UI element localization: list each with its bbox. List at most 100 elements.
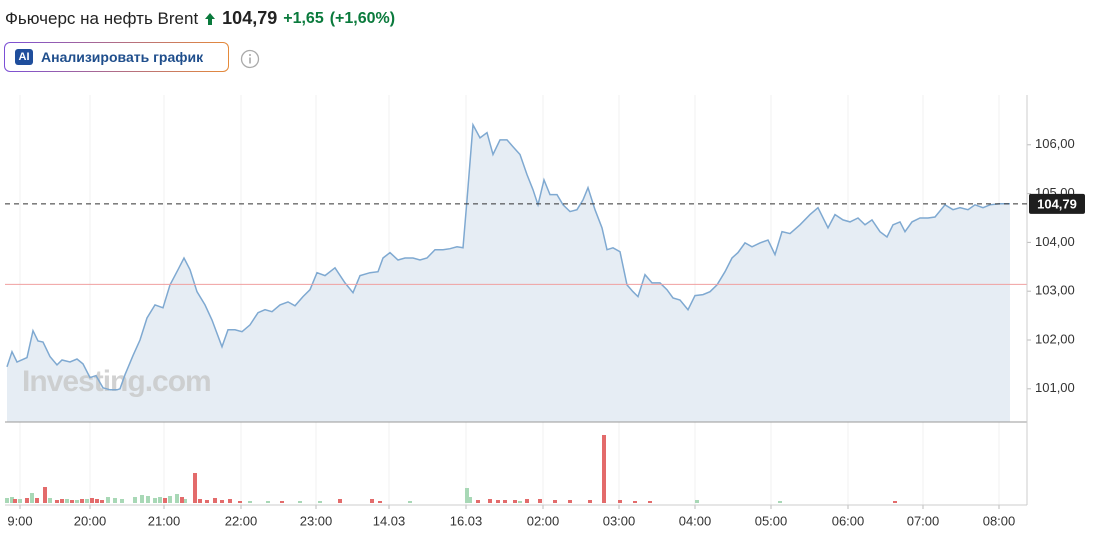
price-line (6, 122, 1010, 391)
volume-bar (618, 500, 622, 503)
volume-bar (60, 499, 64, 503)
volume-bar (198, 499, 202, 503)
volume-bar (228, 499, 232, 503)
analyze-button[interactable]: AI Анализировать график (4, 42, 229, 72)
volume-bar (90, 498, 94, 503)
volume-bar (496, 500, 500, 503)
volume-bar (476, 500, 480, 503)
x-tick-label: 04:00 (679, 513, 712, 528)
volume-bar (553, 500, 557, 503)
volume-bar (146, 496, 150, 503)
volume-bar (35, 498, 39, 503)
volume-bar (180, 497, 184, 503)
volume-bar (518, 501, 522, 503)
volume-bar (266, 501, 270, 503)
volume-bar (298, 501, 302, 503)
volume-bar (465, 488, 469, 503)
x-tick-label: 07:00 (907, 513, 940, 528)
button-label: Анализировать график (41, 49, 204, 65)
volume-bar (75, 500, 79, 503)
volume-bar (408, 501, 412, 503)
volume-bar (280, 501, 284, 503)
volume-bar (30, 493, 34, 503)
y-tick-label: 101,00 (1035, 380, 1075, 395)
last-price-label: 104,79 (1037, 196, 1077, 211)
volume-bar (648, 501, 652, 503)
volume-bar (85, 499, 89, 503)
volume-bar (133, 497, 137, 503)
volume-bar (140, 495, 144, 503)
change-percent: (+1,60%) (329, 9, 396, 27)
volume-bar (158, 497, 162, 503)
volume-bar (175, 494, 179, 503)
volume-bar (588, 500, 592, 503)
x-tick-label: 23:00 (300, 513, 333, 528)
volume-bar (13, 499, 17, 503)
x-tick-label: 16.03 (450, 513, 483, 528)
volume-bar (95, 499, 99, 503)
instrument-title: Фьючерс на нефть Brent (5, 8, 199, 28)
volume-bar (513, 500, 517, 503)
volume-bar (525, 499, 529, 503)
y-tick-label: 103,00 (1035, 283, 1075, 298)
volume-bar (778, 501, 782, 503)
change: +1,65 (283, 9, 324, 27)
info-icon[interactable] (240, 49, 260, 69)
price: 104,79 (222, 8, 278, 28)
x-tick-label: 03:00 (603, 513, 636, 528)
x-tick-label: 22:00 (225, 513, 258, 528)
volume-bar (153, 498, 157, 503)
x-tick-label: 9:00 (7, 513, 32, 528)
last-price-box (1029, 193, 1085, 214)
volume-bar (488, 499, 492, 503)
volume-bar (318, 501, 322, 503)
volume-bar (378, 501, 382, 503)
volume-bar (213, 498, 217, 503)
volume-bar (220, 500, 224, 503)
volume-bar (370, 499, 374, 503)
volume-bar (70, 500, 74, 503)
x-tick-label: 06:00 (832, 513, 865, 528)
x-tick-label: 08:00 (983, 513, 1016, 528)
volume-bar (695, 500, 699, 503)
volume-bar (163, 498, 167, 503)
x-tick-label: 14.03 (373, 513, 406, 528)
volume-bar (893, 501, 897, 503)
volume-bar (168, 496, 172, 503)
volume-bar (338, 499, 342, 503)
volume-bar (248, 501, 252, 503)
volume-bar (633, 501, 637, 503)
volume-bar (48, 498, 52, 503)
volume-bar (205, 500, 209, 503)
volume-bar (106, 497, 110, 503)
volume-bar (25, 498, 29, 503)
y-tick-label: 104,00 (1035, 234, 1075, 249)
up-arrow (205, 12, 216, 25)
x-tick-label: 05:00 (755, 513, 788, 528)
volume-bar (238, 501, 242, 503)
volume-bar (568, 500, 572, 503)
y-tick-label: 105,00 (1035, 185, 1075, 200)
volume-bar (113, 498, 117, 503)
x-tick-label: 02:00 (527, 513, 560, 528)
volume-bar (100, 500, 104, 503)
volume-bar (10, 497, 14, 503)
volume-bar (193, 473, 197, 503)
volume-bar (55, 500, 59, 503)
ai-icon: AI (15, 49, 33, 65)
volume-bar (602, 435, 606, 503)
x-tick-label: 21:00 (148, 513, 181, 528)
y-tick-label: 106,00 (1035, 136, 1075, 151)
volume-bar (43, 487, 47, 503)
volume-bar (5, 498, 9, 503)
area-fill (7, 124, 1010, 423)
x-tick-label: 20:00 (74, 513, 107, 528)
volume-bar (80, 499, 84, 503)
volume-bar (183, 499, 187, 503)
volume-bar (18, 499, 22, 503)
volume-bar (503, 500, 507, 503)
watermark: Investing.com (22, 365, 211, 398)
volume-bar (538, 499, 542, 503)
